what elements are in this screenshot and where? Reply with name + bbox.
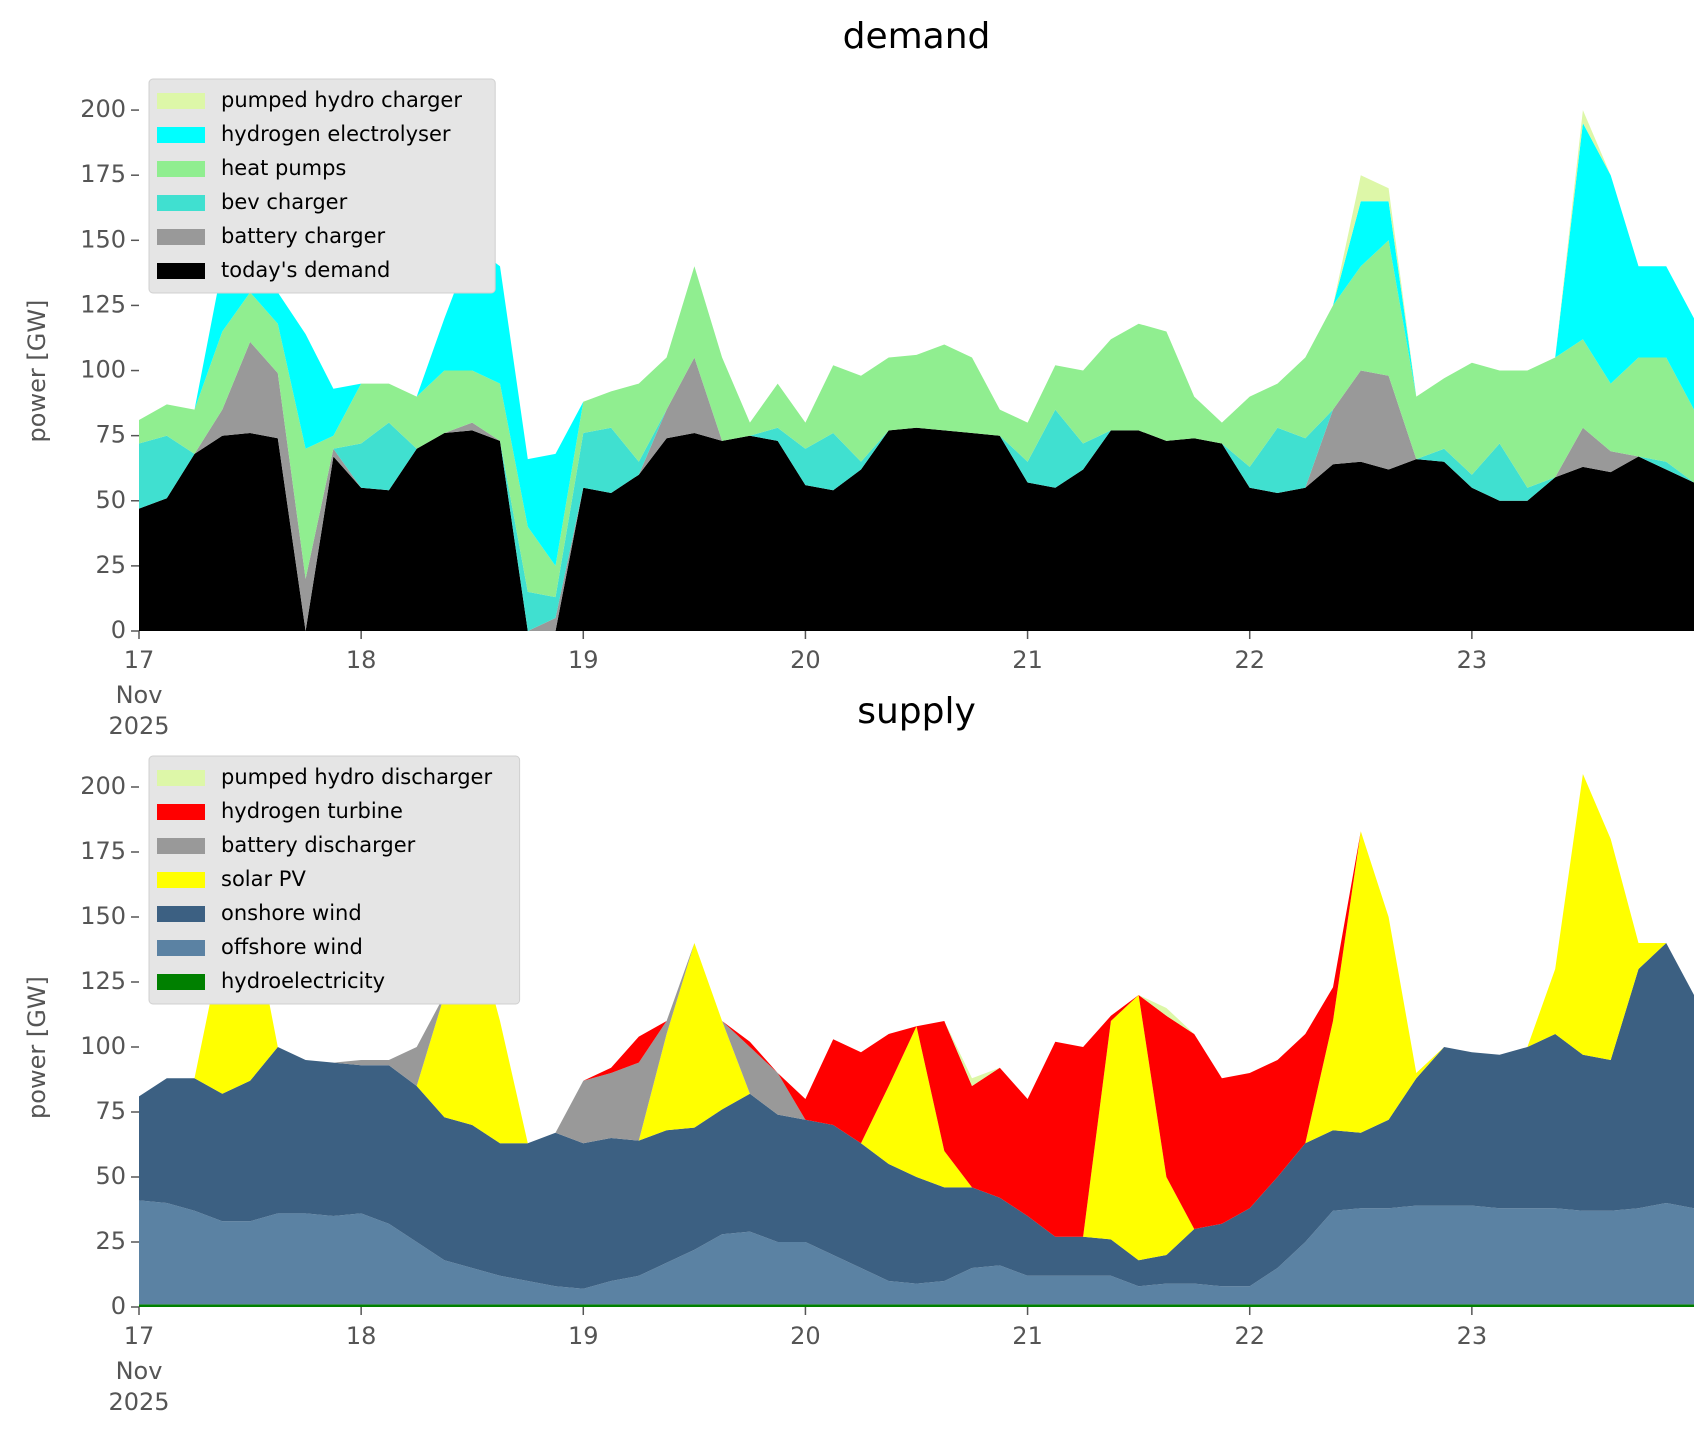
x-tick-label: 18 — [346, 646, 377, 674]
x-tick-label: 21 — [1012, 1322, 1043, 1350]
legend-label: hydroelectricity — [221, 969, 385, 993]
y-tick-label: 125 — [80, 290, 126, 318]
x-tick-label: 17 — [124, 646, 155, 674]
legend-label: battery charger — [221, 224, 386, 248]
y-axis-label: power [GW] — [23, 976, 51, 1119]
y-tick-label: 0 — [111, 616, 126, 644]
y-tick-label: 50 — [95, 1162, 126, 1190]
legend-swatch — [157, 872, 205, 888]
x-tick-label: 19 — [568, 646, 599, 674]
legend-swatch — [157, 940, 205, 956]
x-tick-label: 20 — [790, 1322, 821, 1350]
x-tick-month: Nov — [116, 1357, 163, 1385]
y-tick-label: 75 — [95, 1097, 126, 1125]
y-tick-label: 150 — [80, 902, 126, 930]
area — [139, 123, 1694, 566]
legend-swatch — [157, 906, 205, 922]
y-tick-label: 100 — [80, 1032, 126, 1060]
legend-swatch — [157, 93, 205, 109]
area — [139, 774, 1694, 1261]
legend-swatch — [157, 195, 205, 211]
x-tick-label: 23 — [1457, 646, 1488, 674]
legend-label: solar PV — [221, 867, 306, 891]
y-tick-label: 200 — [80, 95, 126, 123]
y-tick-label: 175 — [80, 160, 126, 188]
y-tick-label: 100 — [80, 356, 126, 384]
legend-swatch — [157, 804, 205, 820]
area — [139, 1304, 1694, 1307]
y-tick-label: 0 — [111, 1292, 126, 1320]
legend-label: pumped hydro discharger — [221, 765, 492, 789]
y-tick-label: 50 — [95, 486, 126, 514]
y-tick-label: 150 — [80, 225, 126, 253]
legend-swatch — [157, 838, 205, 854]
x-tick-label: 17 — [124, 1322, 155, 1350]
y-tick-label: 75 — [95, 421, 126, 449]
y-tick-label: 25 — [95, 551, 126, 579]
chart-title: supply — [857, 691, 976, 732]
legend-label: pumped hydro charger — [221, 88, 462, 112]
legend-label: today's demand — [221, 258, 390, 282]
x-tick-label: 18 — [346, 1322, 377, 1350]
y-axis-label: power [GW] — [23, 300, 51, 443]
legend-swatch — [157, 974, 205, 990]
y-tick-label: 200 — [80, 772, 126, 800]
area — [139, 774, 1694, 1237]
chart-title: demand — [843, 16, 991, 57]
x-tick-year: 2025 — [108, 1388, 169, 1416]
x-tick-label: 22 — [1234, 646, 1265, 674]
x-tick-label: 22 — [1234, 1322, 1265, 1350]
area — [139, 427, 1694, 631]
y-tick-label: 175 — [80, 837, 126, 865]
x-tick-label: 19 — [568, 1322, 599, 1350]
legend-swatch — [157, 161, 205, 177]
y-tick-label: 125 — [80, 967, 126, 995]
legend-box — [148, 78, 496, 294]
legend-label: heat pumps — [221, 156, 346, 180]
legend-swatch — [157, 229, 205, 245]
legend-label: offshore wind — [221, 935, 363, 959]
x-tick-label: 23 — [1457, 1322, 1488, 1350]
legend-label: hydrogen turbine — [221, 799, 403, 823]
legend-swatch — [157, 127, 205, 143]
legend-swatch — [157, 263, 205, 279]
legend-label: bev charger — [221, 190, 348, 214]
legend-label: hydrogen electrolyser — [221, 122, 451, 146]
legend-box — [148, 755, 521, 1005]
x-tick-year: 2025 — [108, 712, 169, 740]
y-tick-label: 25 — [95, 1227, 126, 1255]
legend-label: onshore wind — [221, 901, 362, 925]
x-tick-month: Nov — [116, 681, 163, 709]
area — [139, 1200, 1694, 1305]
area — [139, 943, 1694, 1289]
legend-label: battery discharger — [221, 833, 416, 857]
legend-swatch — [157, 770, 205, 786]
x-tick-label: 21 — [1012, 646, 1043, 674]
x-tick-label: 20 — [790, 646, 821, 674]
area — [139, 240, 1694, 598]
